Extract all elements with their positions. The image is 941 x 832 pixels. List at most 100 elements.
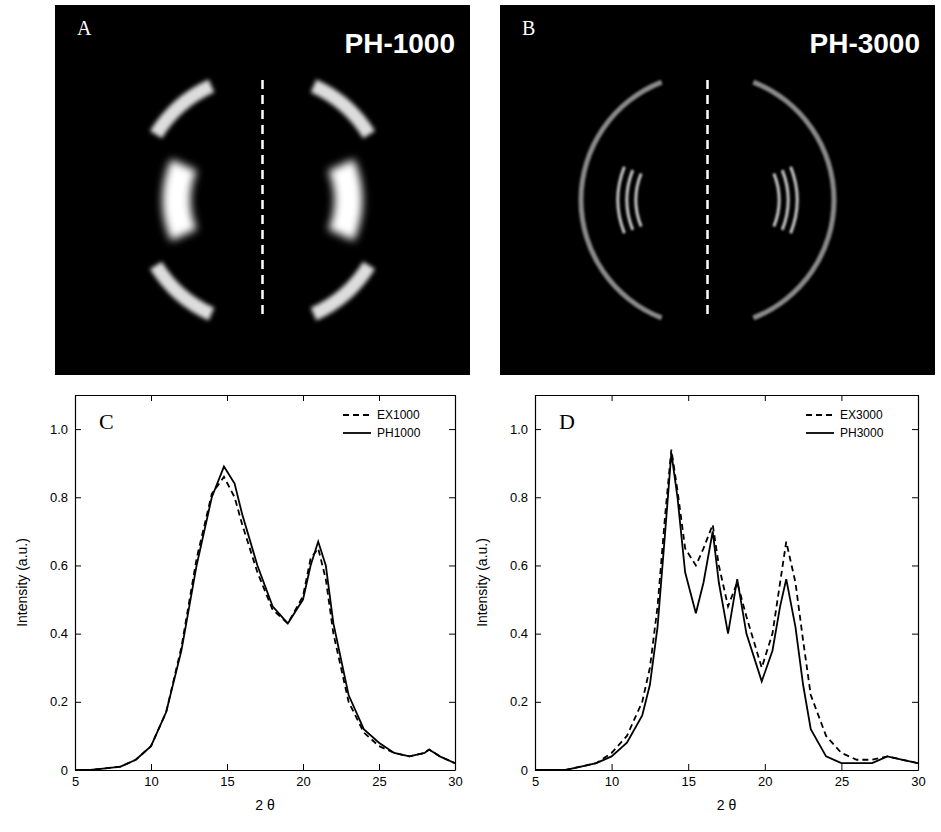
axis-line <box>75 396 76 771</box>
tick <box>449 429 455 430</box>
axis-line <box>76 395 456 396</box>
tick-label: 1.0 <box>50 422 68 437</box>
tick-label: 1.0 <box>510 422 528 437</box>
diffraction-arc <box>773 173 781 227</box>
tick-mark <box>912 497 918 498</box>
diffraction-arc <box>789 166 798 234</box>
panel-letter: C <box>99 409 114 434</box>
tick <box>449 497 455 498</box>
tick-label: 30 <box>911 774 925 789</box>
tick: 0.8 <box>510 490 541 505</box>
x-axis-title: 2 θ <box>717 797 737 813</box>
legend: EX1000PH1000 <box>343 408 421 440</box>
image-panel: BPH-3000 <box>500 5 935 375</box>
tick: 0 <box>521 763 541 778</box>
x-axis-title: 2 θ <box>255 797 275 813</box>
diffraction-arc <box>579 80 663 320</box>
data-line <box>535 450 918 770</box>
tick <box>151 395 152 401</box>
tick-mark <box>765 395 766 401</box>
tick: 15 <box>681 764 695 789</box>
diffraction-arc <box>311 80 375 139</box>
tick-mark <box>841 764 842 770</box>
panel-letter: B <box>522 17 535 39</box>
tick-label: 0.4 <box>510 626 528 641</box>
data-line <box>75 467 455 770</box>
tick <box>765 395 766 401</box>
tick-mark <box>841 395 842 401</box>
tick <box>449 634 455 635</box>
tick: 25 <box>835 764 849 789</box>
center-line <box>261 80 264 320</box>
tick: 0.4 <box>50 626 81 641</box>
diffraction-arc <box>150 262 214 321</box>
tick-label: 30 <box>448 774 462 789</box>
diffraction-arc <box>752 80 836 320</box>
tick: 20 <box>296 764 310 789</box>
axis-line <box>536 395 919 396</box>
axis-line <box>918 396 919 771</box>
diffraction-arc <box>625 170 634 231</box>
tick-mark <box>75 634 81 635</box>
tick-label: 15 <box>220 774 234 789</box>
tick-mark <box>912 565 918 566</box>
tick-mark <box>912 702 918 703</box>
tick <box>841 395 842 401</box>
tick-label: 0.2 <box>510 694 528 709</box>
tick-label: 0 <box>61 763 68 778</box>
tick <box>227 395 228 401</box>
axis-line <box>535 396 536 771</box>
tick: 0.8 <box>50 490 81 505</box>
tick-label: 0.4 <box>50 626 68 641</box>
diffraction-arc <box>150 80 214 139</box>
panel-letter: D <box>559 409 575 434</box>
tick-mark <box>535 429 541 430</box>
tick-mark <box>612 395 613 401</box>
tick-label: 0.6 <box>510 558 528 573</box>
tick-mark <box>535 565 541 566</box>
y-axis-right <box>449 396 456 771</box>
panel-letter: A <box>77 17 92 39</box>
tick-label: 0.8 <box>50 490 68 505</box>
tick-mark <box>151 395 152 401</box>
tick <box>912 770 918 771</box>
tick-mark <box>535 770 541 771</box>
x-axis-top <box>536 395 919 401</box>
legend-label: PH3000 <box>840 426 884 440</box>
axis-line <box>536 770 919 771</box>
tick: 1.0 <box>510 422 541 437</box>
tick-label: 0.2 <box>50 694 68 709</box>
y-axis-title: Intensity (a.u.) <box>14 538 30 627</box>
y-axis: 0 0.2 0.4 0.6 0.8 1.0 <box>510 396 541 778</box>
tick-mark <box>535 634 541 635</box>
diffraction-arc <box>328 159 362 241</box>
image-panel: APH-1000 <box>55 5 470 375</box>
legend-swatch <box>806 432 834 434</box>
diffraction-arc <box>617 166 626 234</box>
tick-mark <box>303 764 304 770</box>
tick <box>912 497 918 498</box>
tick-mark <box>75 702 81 703</box>
tick-mark <box>765 764 766 770</box>
tick-mark <box>303 395 304 401</box>
tick-mark <box>535 497 541 498</box>
tick <box>912 429 918 430</box>
tick <box>912 565 918 566</box>
tick <box>379 395 380 401</box>
tick-mark <box>75 497 81 498</box>
tick-mark <box>75 770 81 771</box>
tick-mark <box>912 429 918 430</box>
tick: 10 <box>144 764 158 789</box>
diffraction-arc <box>634 173 642 227</box>
image-background <box>55 5 470 375</box>
y-axis-title: Intensity (a.u.) <box>474 538 490 627</box>
image-background <box>500 5 935 375</box>
tick-mark <box>151 764 152 770</box>
tick-mark <box>227 395 228 401</box>
diffraction-arc <box>311 262 375 321</box>
legend-swatch <box>343 414 371 416</box>
tick-mark <box>227 764 228 770</box>
tick <box>449 702 455 703</box>
tick: 0.6 <box>510 558 541 573</box>
tick-label: 15 <box>681 774 695 789</box>
